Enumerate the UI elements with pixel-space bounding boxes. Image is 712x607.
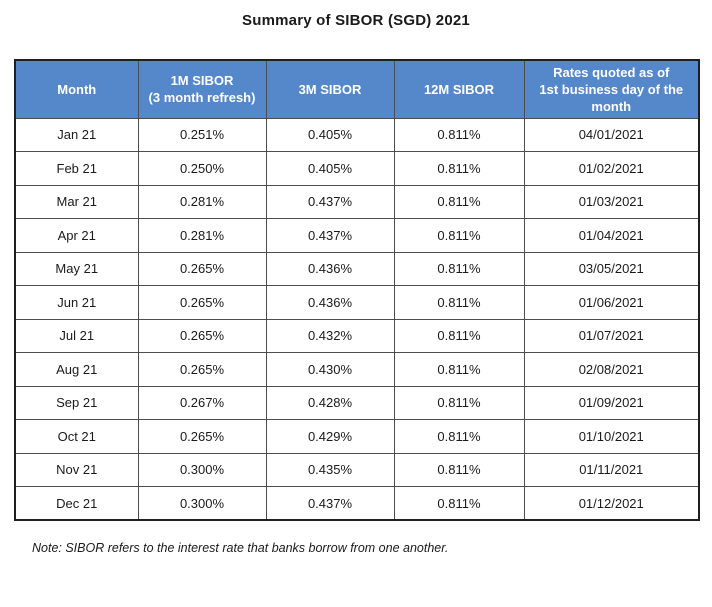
col-header-month: Month bbox=[14, 59, 139, 119]
cell-sibor-1m: 0.300% bbox=[137, 486, 267, 521]
cell-sibor-3m: 0.430% bbox=[265, 352, 395, 387]
header-row: Month 1M SIBOR (3 month refresh) 3M SIBO… bbox=[14, 59, 700, 119]
cell-sibor-12m: 0.811% bbox=[393, 486, 525, 521]
cell-sibor-1m: 0.265% bbox=[137, 318, 267, 353]
table-row: Feb 21 0.250% 0.405% 0.811% 01/02/2021 bbox=[14, 151, 700, 186]
cell-sibor-1m: 0.300% bbox=[137, 452, 267, 487]
cell-sibor-12m: 0.811% bbox=[393, 251, 525, 286]
table-body: Jan 21 0.251% 0.405% 0.811% 04/01/2021 Feb 21… bbox=[14, 117, 700, 521]
cell-month: Nov 21 bbox=[14, 452, 139, 487]
cell-month: Oct 21 bbox=[14, 419, 139, 454]
cell-sibor-12m: 0.811% bbox=[393, 419, 525, 454]
cell-sibor-12m: 0.811% bbox=[393, 352, 525, 387]
cell-sibor-12m: 0.811% bbox=[393, 184, 525, 219]
table-row: May 21 0.265% 0.436% 0.811% 03/05/2021 bbox=[14, 251, 700, 286]
cell-sibor-12m: 0.811% bbox=[393, 218, 525, 253]
cell-sibor-1m: 0.265% bbox=[137, 251, 267, 286]
cell-sibor-1m: 0.265% bbox=[137, 352, 267, 387]
cell-month: Dec 21 bbox=[14, 486, 139, 521]
table-row: Jun 21 0.265% 0.436% 0.811% 01/06/2021 bbox=[14, 285, 700, 320]
cell-sibor-12m: 0.811% bbox=[393, 285, 525, 320]
cell-sibor-3m: 0.405% bbox=[265, 151, 395, 186]
cell-sibor-1m: 0.281% bbox=[137, 218, 267, 253]
table-row: Jul 21 0.265% 0.432% 0.811% 01/07/2021 bbox=[14, 318, 700, 353]
sibor-table: Month 1M SIBOR (3 month refresh) 3M SIBO… bbox=[14, 59, 700, 521]
cell-month: Apr 21 bbox=[14, 218, 139, 253]
table-row: Aug 21 0.265% 0.430% 0.811% 02/08/2021 bbox=[14, 352, 700, 387]
cell-quote-date: 02/08/2021 bbox=[523, 352, 700, 387]
table-container: Month 1M SIBOR (3 month refresh) 3M SIBO… bbox=[14, 59, 700, 521]
cell-sibor-3m: 0.428% bbox=[265, 385, 395, 420]
table-row: Oct 21 0.265% 0.429% 0.811% 01/10/2021 bbox=[14, 419, 700, 454]
col-header-quote-date: Rates quoted as of 1st business day of t… bbox=[523, 59, 700, 119]
cell-month: Jun 21 bbox=[14, 285, 139, 320]
cell-quote-date: 04/01/2021 bbox=[523, 117, 700, 152]
col-header-12m-sibor: 12M SIBOR bbox=[393, 59, 525, 119]
cell-sibor-1m: 0.265% bbox=[137, 285, 267, 320]
cell-quote-date: 03/05/2021 bbox=[523, 251, 700, 286]
cell-quote-date: 01/06/2021 bbox=[523, 285, 700, 320]
table-row: Dec 21 0.300% 0.437% 0.811% 01/12/2021 bbox=[14, 486, 700, 521]
cell-month: Jul 21 bbox=[14, 318, 139, 353]
table-row: Sep 21 0.267% 0.428% 0.811% 01/09/2021 bbox=[14, 385, 700, 420]
cell-sibor-1m: 0.267% bbox=[137, 385, 267, 420]
cell-month: Mar 21 bbox=[14, 184, 139, 219]
cell-sibor-1m: 0.250% bbox=[137, 151, 267, 186]
cell-sibor-3m: 0.437% bbox=[265, 184, 395, 219]
page-title: Summary of SIBOR (SGD) 2021 bbox=[242, 12, 470, 29]
cell-sibor-1m: 0.251% bbox=[137, 117, 267, 152]
col-header-3m-sibor: 3M SIBOR bbox=[265, 59, 395, 119]
cell-sibor-1m: 0.281% bbox=[137, 184, 267, 219]
cell-sibor-12m: 0.811% bbox=[393, 151, 525, 186]
table-row: Mar 21 0.281% 0.437% 0.811% 01/03/2021 bbox=[14, 184, 700, 219]
cell-sibor-1m: 0.265% bbox=[137, 419, 267, 454]
cell-quote-date: 01/07/2021 bbox=[523, 318, 700, 353]
cell-quote-date: 01/03/2021 bbox=[523, 184, 700, 219]
table-row: Jan 21 0.251% 0.405% 0.811% 04/01/2021 bbox=[14, 117, 700, 152]
cell-quote-date: 01/09/2021 bbox=[523, 385, 700, 420]
cell-month: May 21 bbox=[14, 251, 139, 286]
table-row: Apr 21 0.281% 0.437% 0.811% 01/04/2021 bbox=[14, 218, 700, 253]
cell-month: Sep 21 bbox=[14, 385, 139, 420]
cell-quote-date: 01/02/2021 bbox=[523, 151, 700, 186]
col-header-1m-sibor: 1M SIBOR (3 month refresh) bbox=[137, 59, 267, 119]
cell-sibor-3m: 0.429% bbox=[265, 419, 395, 454]
cell-sibor-12m: 0.811% bbox=[393, 318, 525, 353]
cell-sibor-3m: 0.432% bbox=[265, 318, 395, 353]
footnote: Note: SIBOR refers to the interest rate … bbox=[32, 541, 449, 555]
cell-sibor-12m: 0.811% bbox=[393, 117, 525, 152]
cell-sibor-3m: 0.405% bbox=[265, 117, 395, 152]
table-row: Nov 21 0.300% 0.435% 0.811% 01/11/2021 bbox=[14, 452, 700, 487]
cell-month: Aug 21 bbox=[14, 352, 139, 387]
cell-sibor-3m: 0.436% bbox=[265, 285, 395, 320]
cell-quote-date: 01/12/2021 bbox=[523, 486, 700, 521]
cell-month: Jan 21 bbox=[14, 117, 139, 152]
cell-month: Feb 21 bbox=[14, 151, 139, 186]
cell-sibor-3m: 0.436% bbox=[265, 251, 395, 286]
cell-sibor-3m: 0.437% bbox=[265, 486, 395, 521]
cell-sibor-3m: 0.435% bbox=[265, 452, 395, 487]
cell-sibor-12m: 0.811% bbox=[393, 452, 525, 487]
cell-sibor-3m: 0.437% bbox=[265, 218, 395, 253]
cell-quote-date: 01/11/2021 bbox=[523, 452, 700, 487]
cell-quote-date: 01/04/2021 bbox=[523, 218, 700, 253]
cell-sibor-12m: 0.811% bbox=[393, 385, 525, 420]
cell-quote-date: 01/10/2021 bbox=[523, 419, 700, 454]
